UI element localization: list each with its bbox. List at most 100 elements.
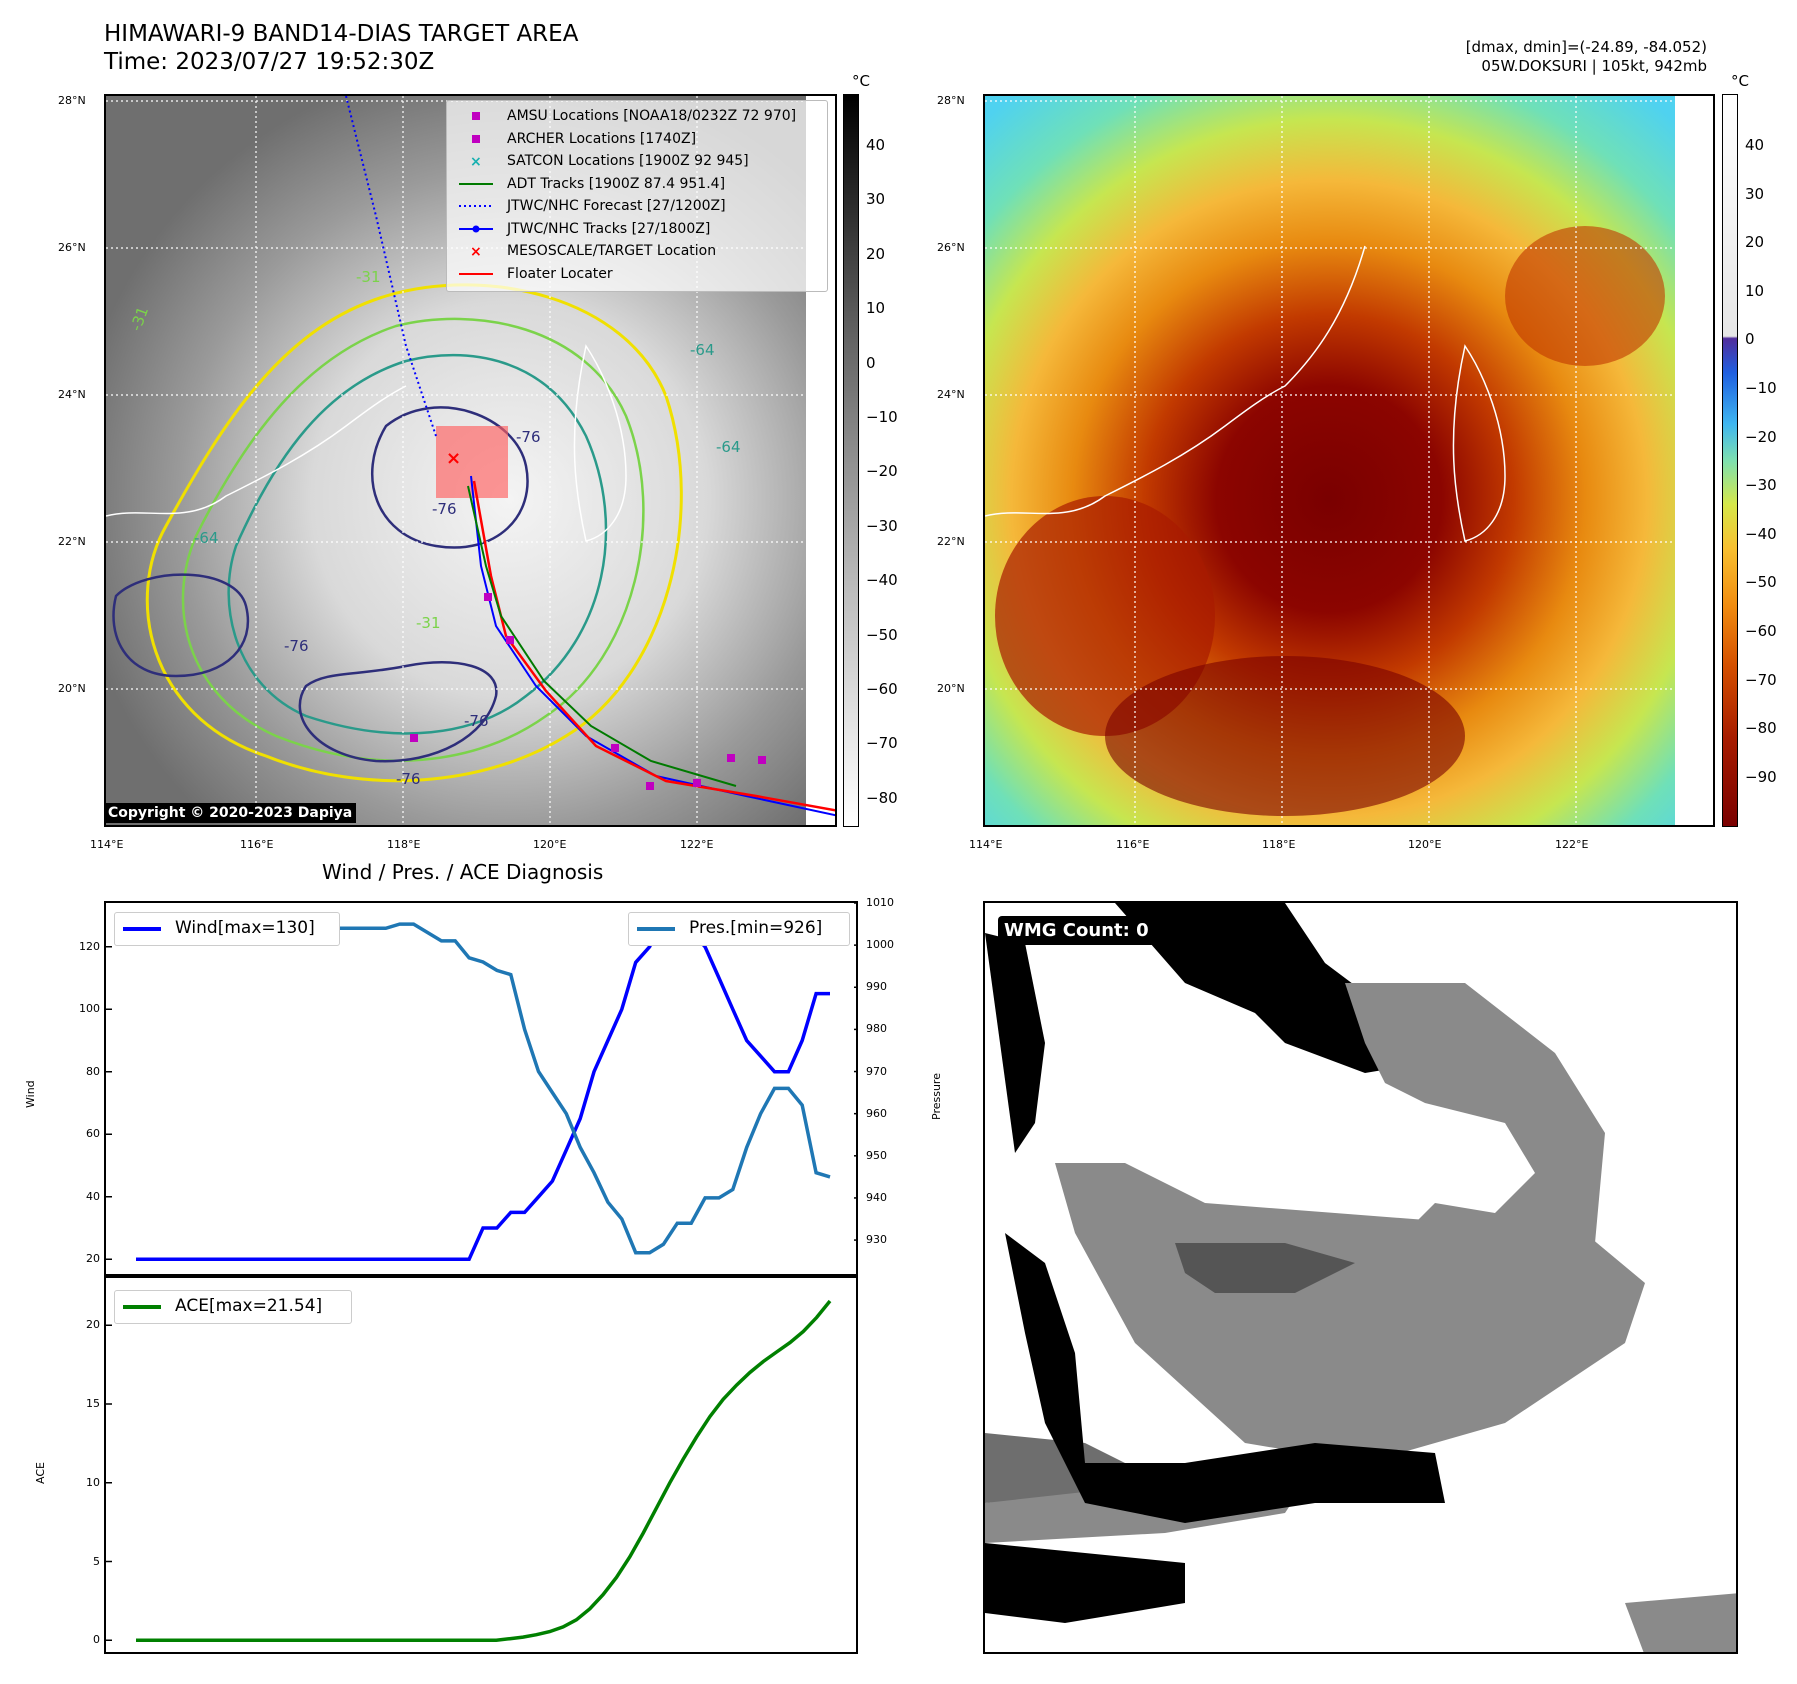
storm-info: [dmax, dmin]=(-24.89, -84.052) 05W.DOKSU… bbox=[1466, 38, 1707, 76]
wmg-gray-se bbox=[1625, 1593, 1736, 1652]
wmg-black-spiral bbox=[1005, 1233, 1445, 1523]
adt-track-line bbox=[467, 485, 737, 787]
legend-label: ADT Tracks [1900Z 87.4 951.4] bbox=[507, 175, 726, 192]
wmg-black-south bbox=[985, 1543, 1185, 1623]
contour-teal bbox=[227, 353, 608, 735]
legend-label: JTWC/NHC Tracks [27/1800Z] bbox=[507, 220, 711, 237]
lon-label: 116°E bbox=[1116, 838, 1150, 851]
axis-tick-label: 20 bbox=[86, 1252, 100, 1266]
axis-tick-label: 120 bbox=[79, 939, 100, 953]
axis-tick-label: 1000 bbox=[866, 938, 894, 952]
map-legend: AMSU Locations [NOAA18/0232Z 72 970] ARCH… bbox=[446, 100, 828, 292]
lon-label: 116°E bbox=[240, 838, 274, 851]
legend-label: MESOSCALE/TARGET Location bbox=[507, 243, 717, 259]
legend-symbol bbox=[459, 225, 493, 232]
axis-tick-label: 930 bbox=[866, 1233, 887, 1247]
contour-green bbox=[181, 317, 645, 762]
ace-axis-label: ACE bbox=[34, 1462, 47, 1484]
colorbar-tick: −80 bbox=[1745, 719, 1777, 738]
legend-symbol bbox=[459, 272, 493, 275]
wmg-black-north bbox=[1115, 903, 1425, 1073]
wind-legend-swatch bbox=[123, 927, 161, 931]
axis-tick-label: 940 bbox=[866, 1190, 887, 1204]
axis-tick-label: 100 bbox=[79, 1002, 100, 1016]
colorbar-tick: −80 bbox=[866, 788, 898, 807]
contour-label: -64 bbox=[716, 438, 741, 456]
colorbar-tick: −50 bbox=[1745, 573, 1777, 592]
svg-text:×: × bbox=[470, 154, 482, 170]
legend-symbol bbox=[459, 182, 493, 185]
axis-tick-label: 20 bbox=[86, 1318, 100, 1332]
wind-series-line bbox=[136, 913, 830, 1262]
axis-tick-label: 80 bbox=[86, 1064, 100, 1078]
pressure-legend: Pres.[min=926] bbox=[628, 912, 850, 946]
contour-navy-west bbox=[112, 573, 250, 678]
contour-yellow bbox=[145, 283, 683, 783]
ace-series-line bbox=[136, 1299, 832, 1643]
storm-summary-text: 05W.DOKSURI | 105kt, 942mb bbox=[1481, 57, 1707, 75]
colorbar-tick: −60 bbox=[866, 680, 898, 698]
lon-label: 122°E bbox=[1555, 838, 1589, 851]
ace-svg bbox=[106, 1299, 832, 1643]
colorbar-tick: −30 bbox=[866, 516, 898, 535]
lat-label: 22°N bbox=[937, 535, 965, 548]
mesoscale-target-marker: × bbox=[446, 448, 461, 469]
lat-label: 28°N bbox=[58, 94, 86, 107]
colorbar-tick: −60 bbox=[1745, 622, 1777, 640]
colorbar-tick: −30 bbox=[1745, 476, 1777, 495]
contour-label: -76 bbox=[284, 637, 309, 655]
axis-tick-label: 0 bbox=[93, 1633, 100, 1647]
lat-label: 24°N bbox=[937, 388, 965, 401]
legend-label: Floater Locater bbox=[507, 265, 613, 282]
axis-tick-label: 40 bbox=[86, 1189, 100, 1203]
legend-label: ARCHER Locations [1740Z] bbox=[507, 130, 697, 147]
legend-symbol: × bbox=[470, 154, 482, 170]
lat-label: 26°N bbox=[937, 241, 965, 254]
copyright-badge: Copyright © 2020-2023 Dapiya bbox=[104, 803, 357, 823]
axis-tick-label: 970 bbox=[866, 1064, 887, 1078]
axis-tick-label: 950 bbox=[866, 1148, 887, 1162]
diagnosis-title: Wind / Pres. / ACE Diagnosis bbox=[322, 860, 604, 884]
colorbar-tick: −70 bbox=[1745, 670, 1777, 689]
svg-text:×: × bbox=[470, 244, 482, 260]
wmg-gray-spiral bbox=[1055, 1163, 1645, 1463]
colorbar-tick: −20 bbox=[1745, 427, 1777, 446]
colorbar-tick: 20 bbox=[1745, 233, 1765, 252]
coastline-taiwan bbox=[573, 344, 627, 542]
lat-label: 24°N bbox=[58, 388, 86, 401]
lon-label: 122°E bbox=[680, 838, 714, 851]
wmg-black-west bbox=[985, 933, 1045, 1153]
lat-label: 20°N bbox=[937, 682, 965, 695]
wind-axis-label: Wind bbox=[24, 1080, 37, 1108]
colorbar-tick: 30 bbox=[866, 190, 886, 209]
legend-label: AMSU Locations [NOAA18/0232Z 72 970] bbox=[507, 108, 797, 124]
wmg-panel bbox=[983, 901, 1738, 1654]
gridlines bbox=[106, 96, 835, 825]
axis-tick-label: 5 bbox=[93, 1554, 100, 1568]
wind-pressure-svg bbox=[106, 903, 856, 1262]
colorbar-tick: 10 bbox=[1745, 281, 1765, 300]
contour-label: -76 bbox=[464, 712, 489, 730]
wmg-gray-ring-north bbox=[1345, 983, 1605, 1283]
color-map-svg bbox=[985, 96, 1713, 825]
lon-label: 114°E bbox=[90, 838, 124, 851]
title-line-2: Time: 2023/07/27 19:52:30Z bbox=[104, 49, 435, 75]
lon-label: 120°E bbox=[533, 838, 567, 851]
axis-tick-label: 10 bbox=[86, 1475, 100, 1489]
contour-label: -64 bbox=[194, 529, 219, 547]
colorbar-tick: 10 bbox=[866, 299, 886, 318]
colorbar-tick: 40 bbox=[866, 136, 886, 154]
lat-label: 26°N bbox=[58, 241, 86, 254]
contour-navy-south bbox=[298, 661, 498, 763]
axis-tick-label: 60 bbox=[86, 1127, 100, 1141]
contour-label: -31 bbox=[356, 268, 381, 286]
lon-label: 118°E bbox=[1262, 838, 1296, 851]
colorbar-enhanced bbox=[1722, 94, 1738, 827]
colorbar-tick: −10 bbox=[866, 408, 898, 426]
gridlines bbox=[985, 96, 1713, 825]
colorbar-unit: °C bbox=[852, 72, 870, 90]
pressure-axis-label: Pressure bbox=[930, 1073, 943, 1120]
cold-cloud-west bbox=[995, 496, 1215, 736]
coastline-taiwan bbox=[1452, 344, 1506, 542]
colorbar-tick: 40 bbox=[1745, 136, 1765, 154]
